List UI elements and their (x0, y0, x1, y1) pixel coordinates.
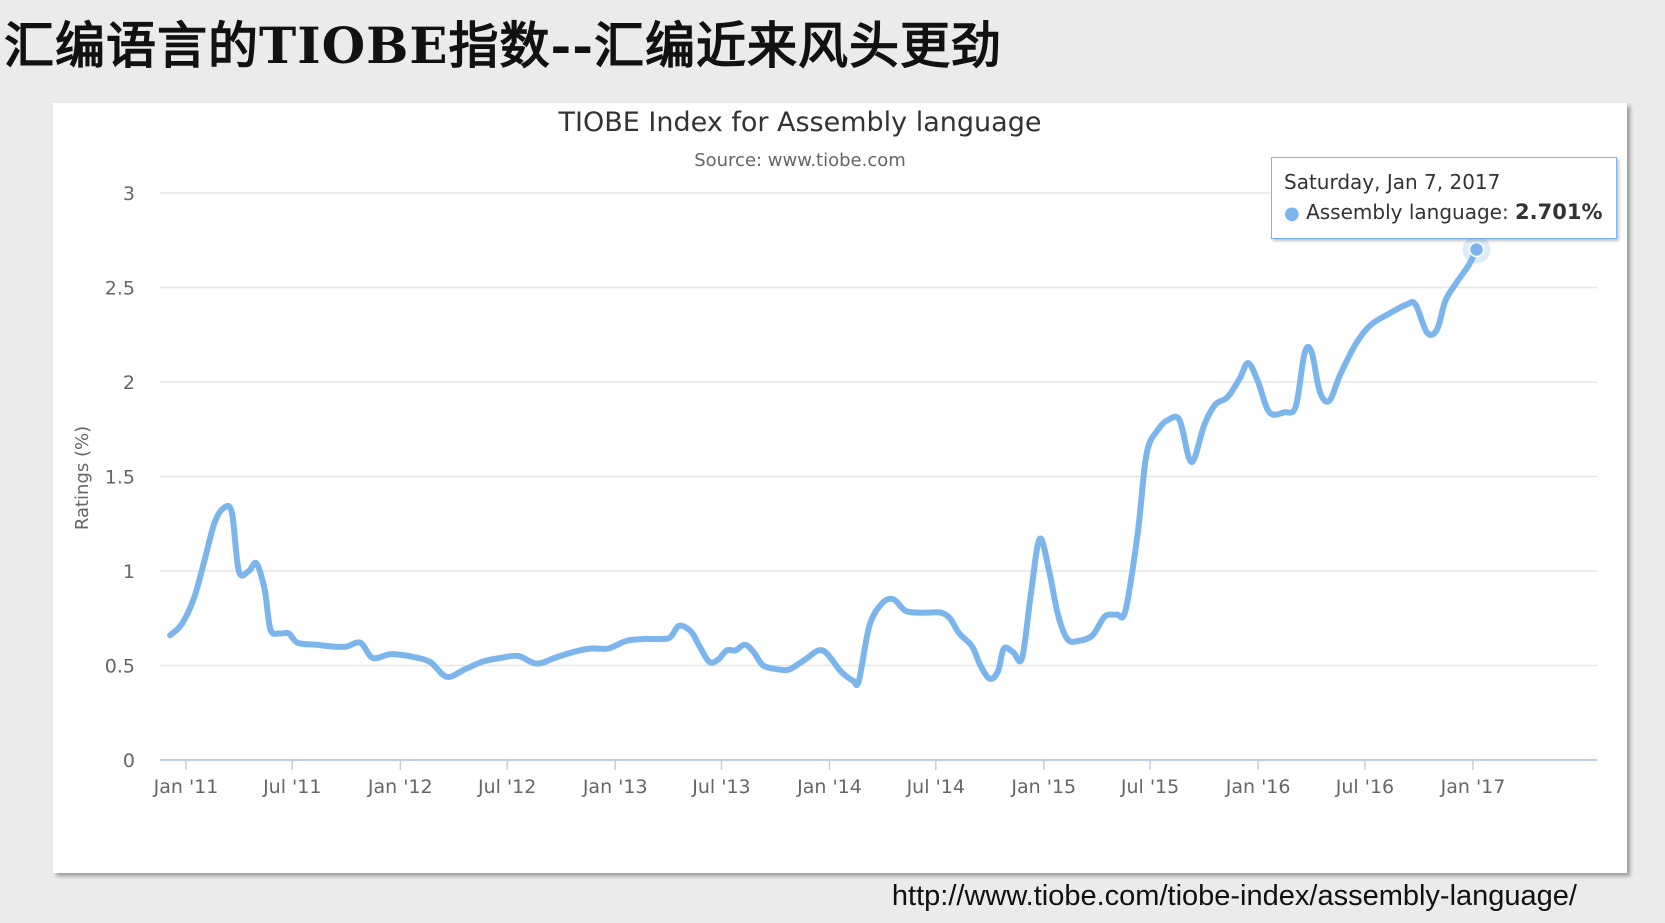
y-tick-label: 0 (123, 750, 135, 772)
x-tick-label: Jan '13 (582, 776, 648, 798)
tooltip-series-label: Assembly language: (1306, 200, 1509, 224)
x-tick-label: Jul '16 (1335, 776, 1394, 798)
x-tick-label: Jul '13 (691, 776, 750, 798)
x-tick-label: Jul '11 (262, 776, 321, 798)
x-tick-label: Jan '12 (367, 776, 433, 798)
data-tooltip: Saturday, Jan 7, 2017 ● Assembly languag… (1271, 157, 1617, 239)
y-tick-label: 2 (123, 372, 135, 394)
y-tick-label: 3 (123, 183, 135, 205)
x-tick-label: Jan '11 (153, 776, 219, 798)
x-tick-label: Jan '17 (1440, 776, 1506, 798)
chart-panel: TIOBE Index for Assembly language Source… (53, 103, 1627, 873)
grid-lines (160, 192, 1597, 761)
x-tick-label: Jul '15 (1120, 776, 1179, 798)
y-tick-label: 2.5 (105, 278, 135, 300)
x-tick-label: Jul '14 (906, 776, 965, 798)
y-tick-label: 1 (123, 561, 135, 583)
line-chart: TIOBE Index for Assembly language Source… (72, 107, 1597, 798)
x-axis: Jan '11 Jul '11 Jan '12 Jul '12 Jan '13 Jul '… (153, 760, 1506, 798)
y-tick-label: 0.5 (105, 656, 135, 678)
x-tick-label: Jul '12 (477, 776, 536, 798)
x-tick-label: Jan '16 (1225, 776, 1291, 798)
source-url[interactable]: http://www.tiobe.com/tiobe-index/assembl… (891, 880, 1577, 912)
tooltip-value: 2.701% (1515, 200, 1603, 224)
x-tick-label: Jan '14 (796, 776, 862, 798)
tooltip-date: Saturday, Jan 7, 2017 (1284, 170, 1501, 194)
tooltip-row: ● Assembly language: 2.701% (1284, 200, 1604, 224)
y-axis-title: Ratings (%) (72, 426, 93, 530)
y-tick-label: 1.5 (105, 467, 135, 489)
series-layer (167, 235, 1491, 689)
hover-point (1468, 241, 1485, 258)
series-dot-icon: ● (1284, 203, 1300, 224)
slide-title: 汇编语言的TIOBE指数--汇编近来风头更劲 (4, 16, 1003, 75)
chart-subtitle: Source: www.tiobe.com (694, 150, 906, 171)
series-line (167, 246, 1480, 689)
x-tick-label: Jan '15 (1010, 776, 1076, 798)
y-axis: 0 0.5 1 1.5 2 2.5 3 (105, 183, 135, 772)
chart-title: TIOBE Index for Assembly language (558, 107, 1042, 138)
